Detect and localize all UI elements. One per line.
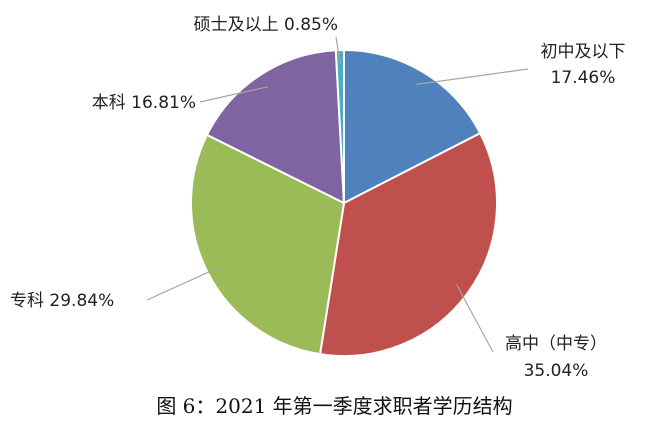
pie-slice [343, 48, 482, 205]
pie-slice [334, 48, 345, 204]
slice-category-label: 高中（中专） [505, 334, 607, 354]
leader-line [416, 68, 529, 85]
slice-value-label: 35.04% [524, 361, 589, 381]
pie-slice [318, 131, 498, 357]
slice-category-label: 初中及以下 [541, 42, 626, 62]
pie-slice [205, 49, 346, 205]
leader-line [199, 86, 268, 103]
slice-label: 硕士及以上 0.85% [194, 15, 338, 35]
pie-slices [189, 48, 498, 357]
pie-chart: 初中及以下 17.46% 高中（中专） 35.04% 专科 29.84% 本科 16.81… [10, 15, 626, 381]
slice-label: 专科 29.84% [10, 291, 114, 311]
slice-label: 本科 16.81% [92, 93, 196, 113]
slice-value-label: 17.46% [551, 68, 616, 88]
leader-line [456, 284, 494, 353]
figure-caption: 图 6：2021 年第一季度求职者学历结构 [156, 394, 513, 418]
leader-line [335, 36, 341, 65]
leader-line [146, 266, 221, 301]
pie-slice [189, 133, 346, 356]
